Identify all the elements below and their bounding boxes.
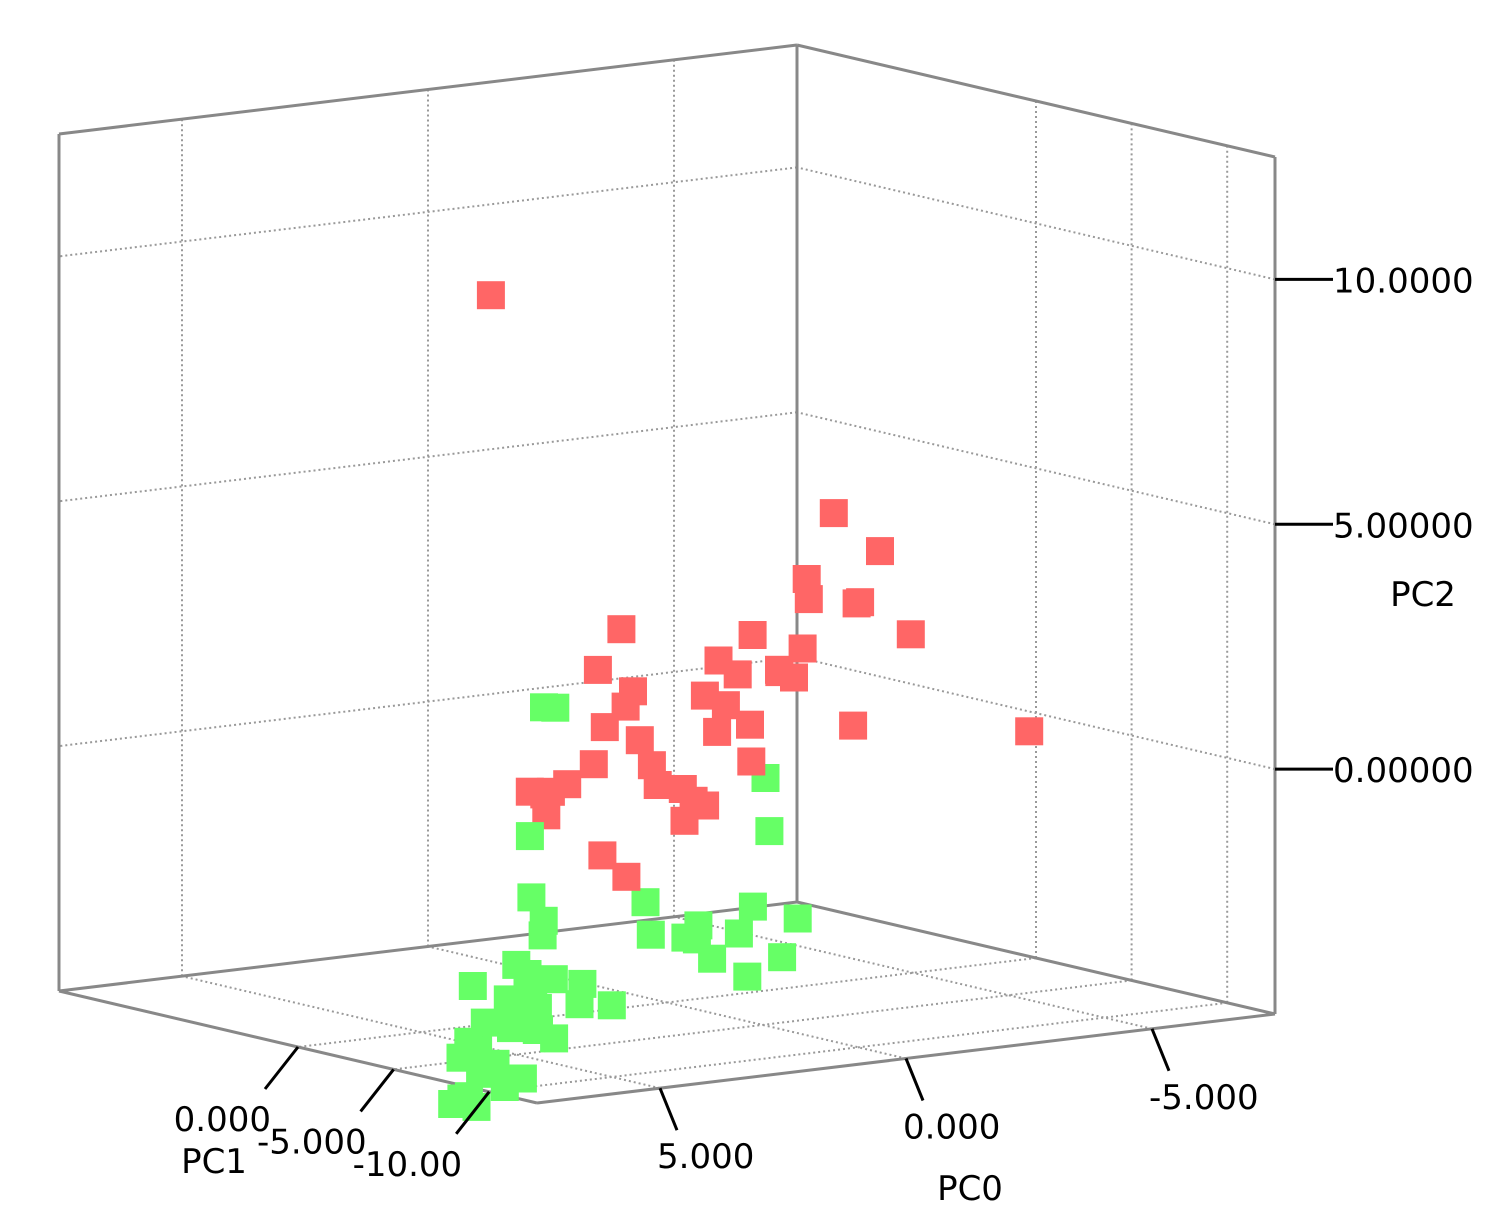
data-point-green [636,920,665,949]
data-point-green [438,1090,467,1118]
grid-line-side-z [796,166,1276,281]
data-point-green [497,1014,525,1043]
y-tick [455,1090,491,1135]
box-edge [796,43,1276,159]
data-point-green [682,925,711,954]
data-point-green [530,693,558,722]
x-tick-label: 0.000 [903,1108,1000,1148]
data-point-green [768,943,797,972]
grid [58,59,1276,1093]
z-tick-label: 5.00000 [1333,506,1474,546]
grid-line-back-z [58,656,798,748]
grid-line-floor-y [393,979,1132,1071]
data-point-red [896,620,925,649]
x-tick [1150,1028,1171,1072]
grid-line-floor-x [181,975,661,1090]
y-tick-label: 0.000 [174,1100,271,1140]
data-point-green [517,883,546,912]
data-point-red [738,621,767,649]
box-edge [58,43,798,136]
data-point-red [670,806,699,835]
grid-line-floor-y [297,957,1037,1048]
data-point-red [583,655,612,684]
x-tick [904,1057,925,1102]
axis-box [57,43,1277,1105]
box-edge [796,900,1276,1016]
data-point-red [788,634,817,663]
data-point-red [736,710,764,739]
y-tick [263,1046,300,1090]
data-point-red [704,646,733,675]
z-axis-label: PC2 [1390,575,1456,615]
data-point-red [711,691,740,720]
data-point-red [515,777,544,806]
data-points [438,281,1044,1121]
grid-line-back-z [58,166,798,258]
data-point-green [529,906,558,935]
grid-line-side-z [796,411,1276,526]
data-point-red [839,711,868,740]
data-point-red [476,281,505,310]
y-tick [359,1068,395,1113]
z-tick-label: 0.00000 [1333,751,1474,791]
data-point-red [637,751,666,780]
data-point-green [515,822,544,851]
data-point-red [703,717,732,746]
data-point-red [737,747,766,776]
data-point-red [607,615,636,644]
z-tick-label: 10.0000 [1333,261,1474,301]
data-point-green [783,904,812,933]
data-point-red [612,862,641,891]
data-point-green [565,990,594,1019]
data-point-green [454,1027,483,1056]
data-point-red [625,726,654,755]
data-point-red [866,537,894,566]
data-point-green [597,991,626,1020]
x-tick [658,1087,679,1131]
data-point-green [755,817,784,846]
grid-line-floor-x [673,915,1153,1030]
y-tick-label: -10.00 [353,1145,463,1185]
data-point-green [513,960,542,988]
data-point-red [765,658,794,687]
data-point-green [738,892,767,921]
box-edge [58,900,798,993]
data-point-red [819,499,848,528]
data-point-red [794,585,823,614]
grid-line-side-z [796,656,1276,771]
data-point-red [579,750,608,779]
data-point-green [724,919,753,948]
grid-line-back-z [58,411,798,503]
x-tick-label: -5.000 [1149,1078,1259,1118]
grid-line-floor-y [489,1001,1228,1093]
data-point-green [733,962,762,991]
data-point-red [611,692,640,721]
y-axis-label: PC1 [181,1142,247,1182]
axis-labels: PC0 PC1 PC2 10.00005.000000.00000-10.00-… [174,261,1474,1209]
x-tick-label: 5.000 [657,1137,754,1177]
data-point-red [846,588,875,617]
data-point-green [458,972,487,1000]
x-axis-label: PC0 [937,1169,1003,1209]
data-point-green [631,888,660,917]
data-point-red [1015,717,1044,746]
y-tick-label: -5.000 [257,1122,367,1162]
data-point-red [588,841,617,870]
